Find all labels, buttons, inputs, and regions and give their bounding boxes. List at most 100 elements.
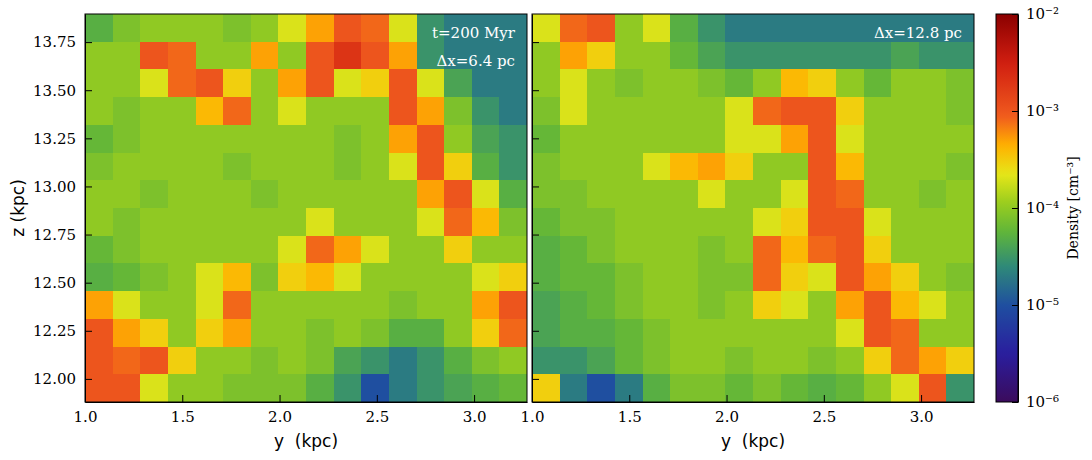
cell [140, 263, 168, 291]
cell [113, 291, 141, 319]
cell [698, 97, 726, 125]
cell [919, 125, 947, 153]
cell [223, 291, 251, 319]
cell [560, 180, 588, 208]
cell [698, 374, 726, 402]
tick: 3.0 [463, 395, 487, 426]
cell [643, 42, 671, 70]
tick-label: 12.25 [33, 322, 76, 340]
cell [196, 347, 224, 375]
tick-label: 1.0 [521, 408, 545, 426]
plot-frame [532, 14, 974, 402]
cell [560, 97, 588, 125]
cell [725, 374, 753, 402]
cell [615, 236, 643, 264]
cell [499, 69, 527, 97]
cell [781, 236, 809, 264]
tick-mark [85, 138, 92, 139]
cell [946, 291, 974, 319]
annotation: t=200 Myr [432, 24, 516, 42]
tick-label: 12.50 [33, 274, 76, 292]
tick-label: 13.00 [33, 178, 76, 196]
cell [140, 153, 168, 181]
cell [251, 180, 279, 208]
cell [223, 236, 251, 264]
cell [725, 42, 753, 70]
cell [278, 319, 306, 347]
axis-line [85, 15, 86, 403]
cell [499, 347, 527, 375]
cell [670, 180, 698, 208]
tick: 3.0 [910, 395, 934, 426]
cell [919, 153, 947, 181]
cell [389, 14, 417, 42]
cell [836, 291, 864, 319]
cell [808, 319, 836, 347]
tick: 2.5 [365, 395, 389, 426]
cell [698, 153, 726, 181]
cell [223, 347, 251, 375]
cell [643, 291, 671, 319]
cell [864, 208, 892, 236]
cell [560, 263, 588, 291]
tick-label: 2.0 [715, 408, 739, 426]
cell [417, 153, 445, 181]
cell [753, 14, 781, 42]
cell [891, 374, 919, 402]
cell [389, 42, 417, 70]
cell [196, 236, 224, 264]
cell [836, 319, 864, 347]
cell [587, 153, 615, 181]
tick-mark [532, 283, 539, 284]
cell [278, 42, 306, 70]
cell [946, 97, 974, 125]
cell [587, 97, 615, 125]
colorbar: 10⁻⁶10⁻⁵10⁻⁴10⁻³10⁻²Density [cm⁻³] [996, 5, 1081, 411]
cell [251, 153, 279, 181]
cell [444, 374, 472, 402]
cell [560, 208, 588, 236]
cell [836, 180, 864, 208]
cell [891, 347, 919, 375]
tick-label: 3.0 [463, 408, 487, 426]
tick-mark [532, 379, 539, 380]
cell [85, 180, 113, 208]
cell [499, 291, 527, 319]
cell [251, 263, 279, 291]
cell [808, 42, 836, 70]
cell [670, 97, 698, 125]
cell [781, 97, 809, 125]
cell [361, 319, 389, 347]
cell [168, 263, 196, 291]
chart: 1.01.52.02.53.012.0012.2512.5012.7513.00… [0, 0, 1092, 460]
cell [113, 208, 141, 236]
cell [560, 14, 588, 42]
cell [560, 236, 588, 264]
cell [919, 374, 947, 402]
cell [725, 208, 753, 236]
axis-line [533, 402, 975, 403]
cell [753, 97, 781, 125]
cell [85, 291, 113, 319]
tick-mark [377, 395, 378, 402]
cell [168, 319, 196, 347]
cell [753, 319, 781, 347]
panel: 1.01.52.02.53.0y (kpc)Δx=12.8 pc [521, 14, 975, 451]
cell [615, 97, 643, 125]
cell [251, 291, 279, 319]
cell [306, 14, 334, 42]
tick-label: 12.00 [33, 370, 76, 388]
cell [389, 180, 417, 208]
cell [85, 347, 113, 375]
cell [361, 125, 389, 153]
cell [781, 347, 809, 375]
tick [532, 90, 539, 91]
cell [278, 125, 306, 153]
cell [781, 153, 809, 181]
cell [864, 291, 892, 319]
cell [140, 14, 168, 42]
cell [836, 14, 864, 42]
cell [251, 236, 279, 264]
cell [472, 97, 500, 125]
cell [306, 319, 334, 347]
